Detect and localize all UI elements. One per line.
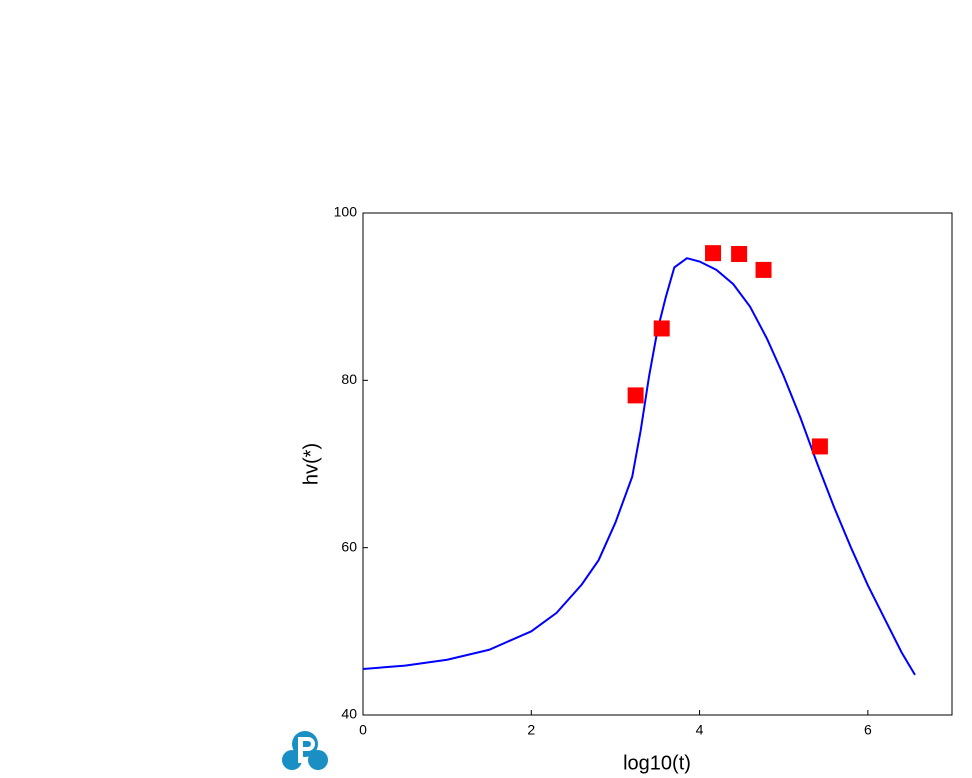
x-tick-label: 6 [864, 722, 872, 738]
x-tick-label: 4 [696, 722, 704, 738]
data-point [653, 320, 670, 337]
y-axis-title: hv(*) [300, 443, 322, 485]
y-tick-label: 60 [341, 538, 357, 554]
data-point [755, 261, 772, 278]
y-tick-label: 40 [341, 706, 357, 722]
logo [282, 731, 328, 770]
data-point [731, 245, 748, 262]
x-tick-label: 2 [527, 722, 535, 738]
data-point [811, 438, 828, 455]
y-tick-label: 100 [334, 204, 358, 220]
data-point [627, 387, 644, 404]
plot-frame [362, 212, 953, 716]
curve [362, 257, 916, 676]
y-tick-label: 80 [341, 371, 357, 387]
x-tick-label: 0 [359, 722, 367, 738]
x-axis-title: log10(t) [623, 752, 691, 774]
data-point [705, 245, 722, 262]
